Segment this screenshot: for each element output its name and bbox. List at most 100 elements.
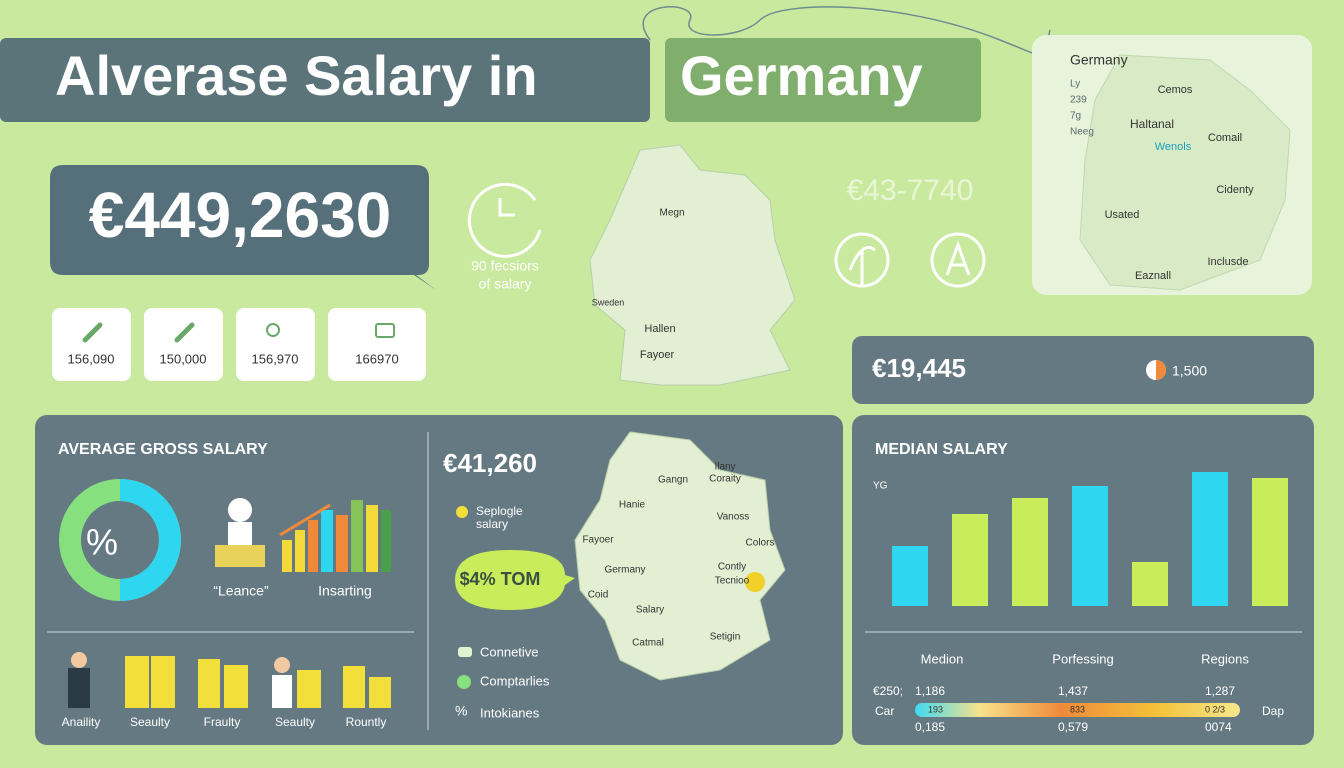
texts: Alverase Salary in Germany €449,2630 90 fec…	[55, 44, 1284, 734]
label: Fayoer	[582, 535, 614, 546]
label: Setigin	[710, 632, 741, 643]
label: 1,287	[1205, 684, 1235, 698]
bar	[1132, 562, 1168, 606]
label: YG	[873, 481, 888, 492]
label: 0,579	[1058, 720, 1088, 734]
donut-segment	[120, 479, 181, 601]
label: salary	[476, 517, 508, 531]
label: 833	[1070, 704, 1085, 714]
label: Germany	[1070, 52, 1128, 68]
label: €250;	[873, 684, 903, 698]
bubble	[455, 550, 575, 610]
label: Haltanal	[1130, 117, 1174, 131]
label: Rountly	[346, 715, 387, 729]
label: 1,437	[1058, 684, 1088, 698]
label: 0 2/3	[1205, 704, 1225, 714]
label: of salary	[479, 276, 532, 292]
label: Connetive	[480, 644, 539, 659]
label: Dap	[1262, 704, 1284, 718]
summary-bar	[852, 336, 1314, 404]
label: %	[86, 522, 118, 563]
label: 7g	[1070, 111, 1081, 122]
bar	[1072, 486, 1108, 606]
label: $4% TOM	[460, 569, 541, 589]
label: Inclusde	[1208, 256, 1249, 268]
label: 1,186	[915, 684, 945, 698]
title-bar	[0, 38, 650, 122]
label: 0,185	[915, 720, 945, 734]
label: €449,2630	[89, 179, 392, 251]
label: 156,970	[252, 351, 299, 366]
label: Fayoer	[640, 349, 675, 361]
bar	[952, 514, 988, 606]
label: Seaulty	[275, 715, 315, 729]
label: Gangn	[658, 475, 688, 486]
label: MEDIAN SALARY	[875, 441, 1008, 458]
label: Sweden	[592, 297, 625, 307]
label: Megn	[659, 208, 684, 219]
label: 0074	[1205, 720, 1232, 734]
label: Germany	[680, 44, 923, 107]
label: Comptarlies	[480, 673, 550, 688]
label: Contly	[718, 562, 746, 573]
label: 150,000	[160, 351, 207, 366]
headline-box	[50, 165, 436, 290]
label: €41,260	[443, 448, 537, 478]
title-highlight	[665, 38, 981, 122]
label: Catmal	[632, 638, 664, 649]
card-map	[1079, 54, 1291, 291]
label: Tecnioo	[715, 576, 750, 587]
round-icons	[834, 232, 986, 288]
label: 166970	[355, 351, 398, 366]
bar	[892, 546, 928, 606]
label: Insarting	[318, 583, 372, 599]
label: Colors	[746, 538, 775, 549]
label: Ly	[1070, 79, 1080, 90]
label: Germany	[604, 565, 645, 576]
label: Alverase Salary in	[55, 44, 538, 107]
label: Vanoss	[717, 512, 750, 523]
regional-map	[574, 431, 786, 681]
cards	[52, 308, 426, 381]
label: 239	[1070, 95, 1087, 106]
label: Ilany	[714, 462, 735, 473]
label: Cidenty	[1216, 184, 1254, 196]
label: Wenols	[1155, 141, 1192, 153]
label: Cemos	[1158, 84, 1193, 96]
label: Eaznall	[1135, 270, 1171, 282]
label: Coraity	[709, 474, 741, 485]
label: Regions	[1201, 651, 1249, 666]
label: Seaulty	[130, 715, 170, 729]
bar	[1252, 478, 1288, 606]
illustration	[215, 498, 391, 572]
label: Anaility	[62, 715, 101, 729]
label: 156,090	[68, 351, 115, 366]
label: 1,500	[1172, 363, 1207, 379]
legend-dot	[456, 506, 468, 518]
clock-icon	[467, 182, 542, 258]
center-map	[589, 144, 796, 386]
label: Salary	[636, 605, 664, 616]
label: Coid	[588, 590, 609, 601]
label: 90 fecsiors	[471, 258, 539, 274]
label: AVERAGE GROSS SALARY	[58, 441, 268, 458]
median-chart	[892, 472, 1288, 606]
gradient-bar	[915, 703, 1240, 717]
label: “Leance”	[213, 583, 269, 599]
label: Car	[875, 704, 894, 718]
summary-icon-half	[1156, 360, 1166, 380]
mini-bars	[68, 652, 391, 708]
map-highlight	[745, 572, 765, 592]
label: 193	[928, 704, 943, 714]
label: Fraulty	[204, 715, 241, 729]
label: €43-7740	[847, 174, 974, 207]
label: €19,445	[872, 353, 966, 383]
label: Comail	[1208, 132, 1242, 144]
bar	[1012, 498, 1048, 606]
label: Porfessing	[1052, 651, 1113, 666]
label: Neeg	[1070, 127, 1094, 138]
bar	[1192, 472, 1228, 606]
label: Hanie	[619, 500, 646, 511]
